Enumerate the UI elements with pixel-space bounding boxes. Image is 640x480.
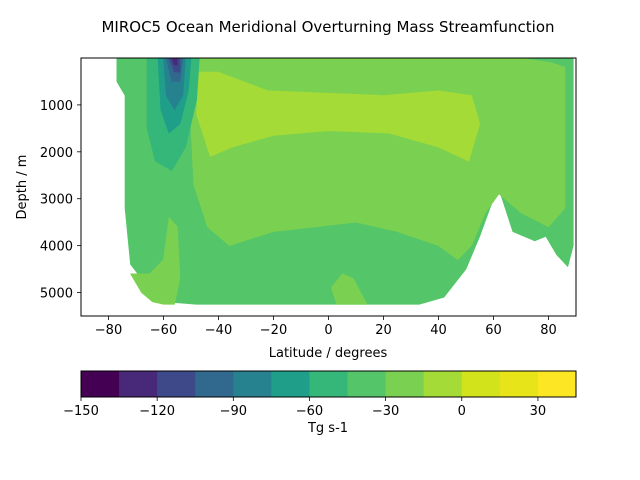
contour-region-acc-negative-6 (171, 58, 178, 66)
colorbar-tick-label: 0 (458, 404, 466, 419)
y-axis: 1000 2000 3000 4000 5000 (40, 99, 81, 302)
colorbar-segment (499, 371, 539, 397)
colorbar-segment (271, 371, 310, 397)
x-tick-label: 20 (375, 323, 392, 338)
colorbar-tick-label: −60 (296, 404, 323, 419)
x-tick-label: 80 (540, 323, 557, 338)
colorbar-tick-label: −90 (220, 404, 247, 419)
contour-regions (116, 58, 574, 305)
colorbar-segment (119, 371, 158, 397)
colorbar (81, 371, 577, 397)
colorbar-tick-label: −150 (63, 404, 99, 419)
x-tick-label: −40 (205, 323, 232, 338)
colorbar-segment (309, 371, 348, 397)
x-axis: −80 −60 −40 −20 0 20 40 60 80 (95, 316, 557, 338)
y-axis-label: Depth / m (15, 155, 30, 220)
y-tick-label: 5000 (40, 287, 73, 302)
colorbar-tick-label: −120 (139, 404, 175, 419)
colorbar-segment (461, 371, 501, 397)
colorbar-segment (347, 371, 387, 397)
x-axis-label: Latitude / degrees (269, 346, 388, 361)
x-tick-label: 40 (430, 323, 447, 338)
colorbar-segment (423, 371, 463, 397)
colorbar-segment (537, 371, 577, 397)
chart-title: MIROC5 Ocean Meridional Overturning Mass… (101, 18, 554, 36)
colorbar-tick-label: 30 (530, 404, 547, 419)
x-tick-label: 60 (485, 323, 502, 338)
colorbar-label: Tg s-1 (307, 421, 348, 436)
y-tick-label: 4000 (40, 240, 73, 255)
contour-region-abyssal-positive-equator (330, 273, 368, 305)
y-tick-label: 3000 (40, 193, 73, 208)
contour-region-nadw-cell (196, 71, 481, 162)
x-tick-label: −20 (260, 323, 287, 338)
contour-region-abyssal-positive-south (129, 216, 181, 305)
colorbar-segment (195, 371, 234, 397)
colorbar-segment (157, 371, 196, 397)
x-tick-label: −80 (95, 323, 122, 338)
colorbar-frame (80, 370, 577, 398)
x-tick-label: −60 (150, 323, 177, 338)
colorbar-segment (385, 371, 425, 397)
colorbar-ticks: −150 −120 −90 −60 −30 0 30 (63, 397, 546, 419)
x-tick-label: 0 (324, 323, 332, 338)
y-tick-label: 1000 (40, 99, 73, 114)
y-tick-label: 2000 (40, 146, 73, 161)
colorbar-tick-label: −30 (372, 404, 399, 419)
colorbar-segment (233, 371, 272, 397)
colorbar-segment (81, 371, 120, 397)
